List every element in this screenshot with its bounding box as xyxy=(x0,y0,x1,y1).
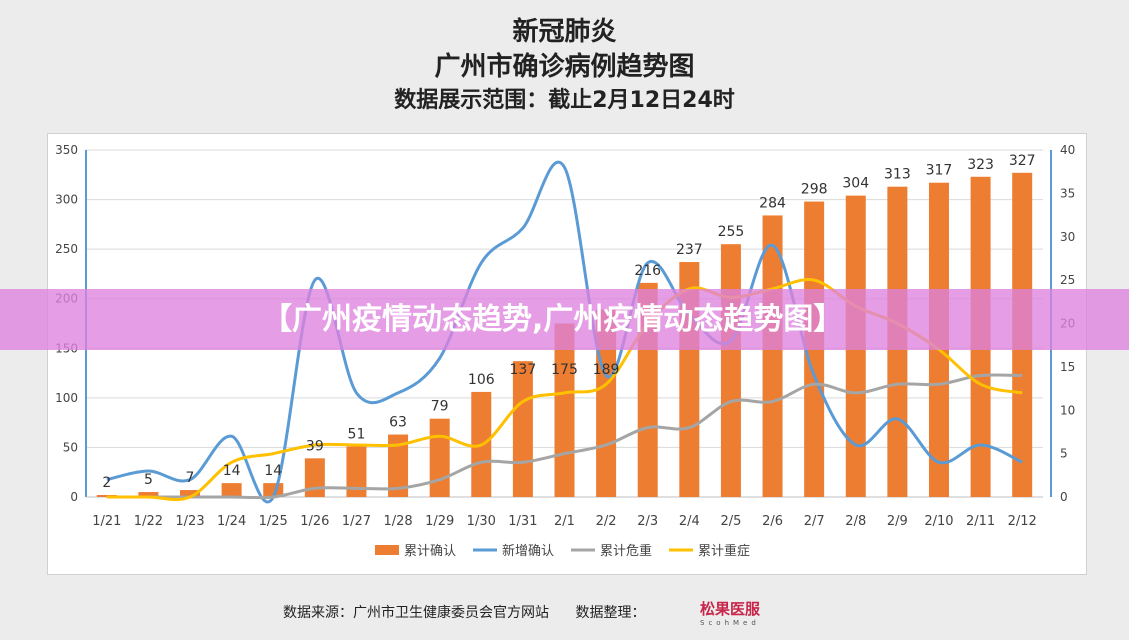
chart-card xyxy=(47,133,1087,575)
right-tick-label: 40 xyxy=(1060,143,1075,157)
x-tick-label: 1/26 xyxy=(300,514,329,529)
bar xyxy=(138,492,159,497)
bar-data-label: 79 xyxy=(431,399,449,415)
bar-data-label: 284 xyxy=(759,195,786,211)
bar xyxy=(429,418,450,497)
bar xyxy=(762,215,783,498)
left-tick-label: 250 xyxy=(55,242,78,256)
x-tick-label: 1/21 xyxy=(92,514,121,529)
watermark-banner: 【广州疫情动态趋势,广州疫情动态趋势图】 xyxy=(0,289,1129,350)
bar-data-label: 14 xyxy=(223,463,241,479)
bar-data-label: 39 xyxy=(306,438,324,454)
x-tick-label: 1/31 xyxy=(508,514,537,529)
x-tick-label: 2/3 xyxy=(637,514,658,529)
x-tick-label: 2/9 xyxy=(887,514,908,529)
x-tick-label: 2/4 xyxy=(679,514,700,529)
bar-data-label: 2 xyxy=(102,475,111,491)
right-tick-label: 0 xyxy=(1060,490,1068,504)
x-tick-label: 2/11 xyxy=(966,514,995,529)
x-tick-label: 1/23 xyxy=(175,514,204,529)
bar-data-label: 216 xyxy=(634,263,661,279)
bar-data-label: 313 xyxy=(884,167,911,183)
bar-data-label: 237 xyxy=(676,242,703,258)
bar-data-label: 317 xyxy=(926,163,953,179)
right-tick-label: 10 xyxy=(1060,403,1075,417)
data-compiled: 数据整理： xyxy=(575,605,646,621)
x-tick-label: 2/6 xyxy=(762,514,783,529)
legend-label: 累计重症 xyxy=(698,543,750,559)
bar-data-label: 137 xyxy=(510,362,537,378)
bar-data-label: 175 xyxy=(551,362,578,378)
bar-data-label: 63 xyxy=(389,415,407,431)
bar xyxy=(221,483,242,497)
x-tick-label: 2/12 xyxy=(1008,514,1037,529)
legend-label: 累计危重 xyxy=(600,543,652,559)
x-tick-label: 1/30 xyxy=(467,514,496,529)
data-source: 数据来源：广州市卫生健康委员会官方网站 xyxy=(283,605,549,621)
x-tick-label: 1/25 xyxy=(259,514,288,529)
bar xyxy=(720,244,741,497)
bar-data-label: 327 xyxy=(1009,153,1036,169)
legend-swatch xyxy=(375,545,399,555)
legend-label: 累计确认 xyxy=(404,544,456,559)
title-line3: 数据展示范围：截止2月12日24时 xyxy=(394,88,735,113)
right-tick-label: 15 xyxy=(1060,360,1075,374)
left-tick-label: 350 xyxy=(55,143,78,157)
bar xyxy=(180,490,201,497)
right-tick-label: 25 xyxy=(1060,273,1075,287)
legend-label: 新增确认 xyxy=(502,543,554,559)
x-tick-label: 1/29 xyxy=(425,514,454,529)
left-tick-label: 0 xyxy=(70,490,78,504)
x-tick-label: 1/27 xyxy=(342,514,371,529)
left-tick-label: 300 xyxy=(55,193,78,207)
x-tick-label: 2/2 xyxy=(596,514,617,529)
logo: 松果医服 ScohMed xyxy=(700,600,761,627)
bar xyxy=(304,458,325,497)
title-line2: 广州市确诊病例趋势图 xyxy=(434,52,695,82)
left-tick-label: 50 xyxy=(63,440,78,454)
right-tick-label: 35 xyxy=(1060,186,1075,200)
bar-data-label: 5 xyxy=(144,472,153,488)
x-tick-label: 2/10 xyxy=(924,514,953,529)
bar-data-label: 298 xyxy=(801,182,828,198)
x-tick-label: 1/22 xyxy=(134,514,163,529)
x-tick-label: 2/7 xyxy=(804,514,825,529)
bar-data-label: 304 xyxy=(842,176,869,192)
bar xyxy=(388,434,409,497)
x-tick-label: 2/1 xyxy=(554,514,575,529)
right-tick-label: 5 xyxy=(1060,447,1068,461)
bar-data-label: 7 xyxy=(186,470,195,486)
chart-titles: 新冠肺炎 广州市确诊病例趋势图 数据展示范围：截止2月12日24时 xyxy=(0,14,1129,118)
x-tick-label: 1/28 xyxy=(383,514,412,529)
bar-data-label: 323 xyxy=(967,157,994,173)
bar-data-label: 106 xyxy=(468,372,495,388)
right-tick-label: 30 xyxy=(1060,230,1075,244)
bar xyxy=(596,309,617,497)
bar xyxy=(346,446,367,497)
x-tick-label: 2/8 xyxy=(845,514,866,529)
line-series xyxy=(106,373,1023,500)
bar-data-label: 255 xyxy=(718,224,745,240)
x-tick-label: 2/5 xyxy=(720,514,741,529)
bar-data-label: 51 xyxy=(348,426,366,442)
bar-data-label: 189 xyxy=(593,362,620,378)
left-tick-label: 100 xyxy=(55,391,78,405)
x-tick-label: 1/24 xyxy=(217,514,246,529)
bar-data-label: 14 xyxy=(264,463,282,479)
title-line1: 新冠肺炎 xyxy=(512,17,617,47)
footer: 数据来源：广州市卫生健康委员会官方网站 数据整理： xyxy=(283,602,667,622)
bar xyxy=(512,361,533,497)
